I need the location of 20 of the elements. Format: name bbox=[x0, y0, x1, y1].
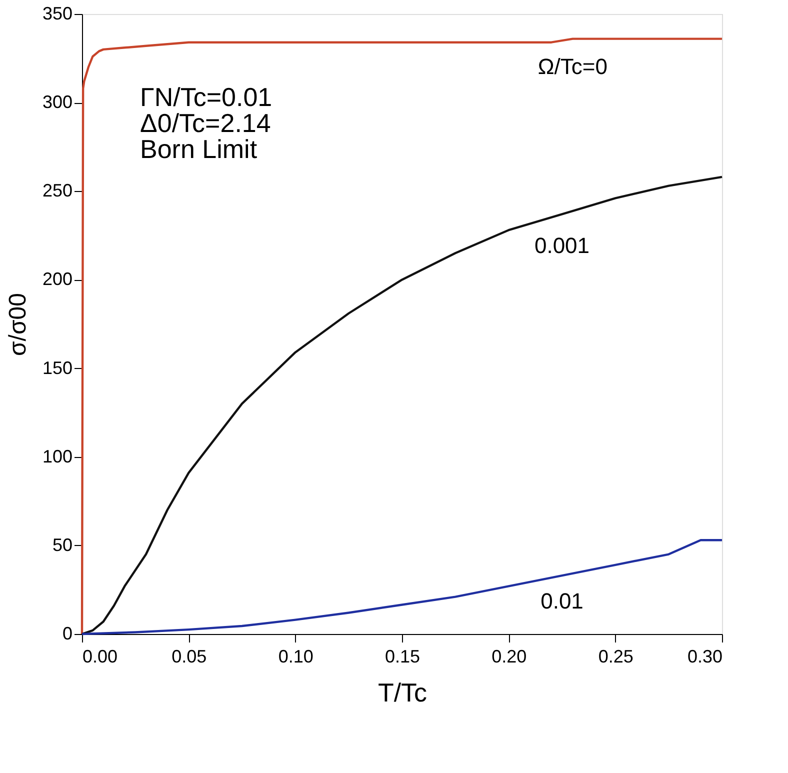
series-label: Ω/Tc=0 bbox=[538, 54, 608, 79]
y-tick-label: 0 bbox=[62, 624, 72, 644]
y-tick-label: 300 bbox=[42, 92, 72, 112]
x-tick-label: 0.25 bbox=[598, 646, 634, 666]
y-tick-label: 50 bbox=[52, 534, 72, 555]
x-tick-label: 0.10 bbox=[278, 646, 314, 666]
series-label: 0.01 bbox=[540, 588, 584, 614]
x-tick-label: 0.20 bbox=[492, 646, 527, 666]
y-tick-label: 350 bbox=[42, 4, 72, 24]
y-tick-label: 100 bbox=[42, 446, 72, 466]
x-tick-label: 0.30 bbox=[687, 646, 722, 666]
series-label: 0.001 bbox=[534, 233, 590, 258]
y-tick-label: 150 bbox=[42, 358, 72, 378]
y-axis-title: σ/σ00 bbox=[4, 293, 32, 356]
x-tick-label: 0.00 bbox=[82, 646, 118, 666]
y-tick-label: 200 bbox=[42, 269, 72, 290]
x-tick-label: 0.15 bbox=[384, 646, 420, 666]
y-tick-label: 250 bbox=[42, 180, 72, 201]
x-axis-title: T/Tc bbox=[378, 678, 428, 708]
x-tick-label: 0.05 bbox=[172, 646, 207, 666]
